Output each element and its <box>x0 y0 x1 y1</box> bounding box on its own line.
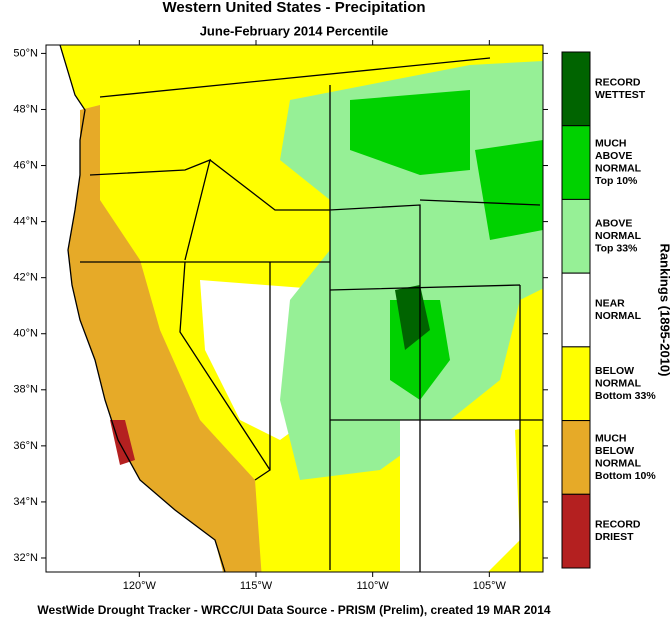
legend-label: MUCH <box>595 432 627 444</box>
title: Western United States - Precipitation <box>162 0 425 16</box>
record-dry-area <box>110 420 135 465</box>
legend-label: Bottom 33% <box>595 390 656 402</box>
legend-label: MUCH <box>595 138 627 150</box>
borders <box>59 45 543 572</box>
much-above-area <box>350 90 543 400</box>
legend-swatch <box>561 346 591 422</box>
legend-label: RECORD <box>595 519 641 531</box>
legend-swatch <box>561 198 591 274</box>
legend: Rankings (1895-2010) <box>658 244 672 377</box>
near-normal-area <box>400 420 520 572</box>
legend-label: Bottom 10% <box>595 470 656 482</box>
below-normal-area <box>264 480 385 572</box>
much-below-area <box>68 105 262 572</box>
lon-tick-label: 110°W <box>357 580 390 592</box>
legend-label: NORMAL <box>595 230 642 242</box>
lat-tick-label: 36°N <box>13 440 38 452</box>
lat-tick-label: 44°N <box>13 216 38 228</box>
legend-label: Top 10% <box>595 175 638 187</box>
footer: WestWide Drought Tracker - WRCC/UI Data … <box>37 603 550 617</box>
lat-tick-label: 50°N <box>13 47 38 59</box>
legend-swatch <box>561 51 591 127</box>
subtitle: June-February 2014 Percentile <box>200 23 389 38</box>
legend-label: DRIEST <box>595 531 634 543</box>
lat-tick-label: 48°N <box>13 103 38 115</box>
lon-tick-label: 115°W <box>240 580 273 592</box>
lat-tick-label: 32°N <box>13 552 38 564</box>
map <box>45 44 544 573</box>
legend-label: NEAR <box>595 298 625 310</box>
legend-label: WETTEST <box>595 89 646 101</box>
lat-tick-label: 46°N <box>13 159 38 171</box>
legend-swatch <box>561 272 591 348</box>
legend-swatch <box>561 493 591 569</box>
legend-label: Top 33% <box>595 243 638 255</box>
lat-tick-label: 38°N <box>13 384 38 396</box>
legend-title: Rankings (1895-2010) <box>658 244 672 377</box>
lon-tick-label: 120°W <box>123 580 157 592</box>
legend-label: NORMAL <box>595 163 642 175</box>
legend-label: ABOVE <box>595 218 632 230</box>
record-wet-area <box>395 285 430 350</box>
lat-tick-label: 40°N <box>13 328 38 340</box>
legend-label: NORMAL <box>595 377 642 389</box>
legend-label: BELOW <box>595 445 634 457</box>
lat-tick-label: 42°N <box>13 272 38 284</box>
legend-label: ABOVE <box>595 150 632 162</box>
legend-swatch <box>561 420 591 495</box>
above-normal-area <box>280 60 543 480</box>
lon-tick-label: 105°W <box>473 580 507 592</box>
legend-label: RECORD <box>595 76 641 88</box>
legend-label: NORMAL <box>595 310 642 322</box>
legend-label: NORMAL <box>595 457 642 469</box>
below-normal-area <box>515 294 543 545</box>
legend-label: BELOW <box>595 365 634 377</box>
lat-tick-label: 34°N <box>13 496 38 508</box>
map-frame <box>45 44 544 573</box>
legend-swatch <box>561 125 591 200</box>
